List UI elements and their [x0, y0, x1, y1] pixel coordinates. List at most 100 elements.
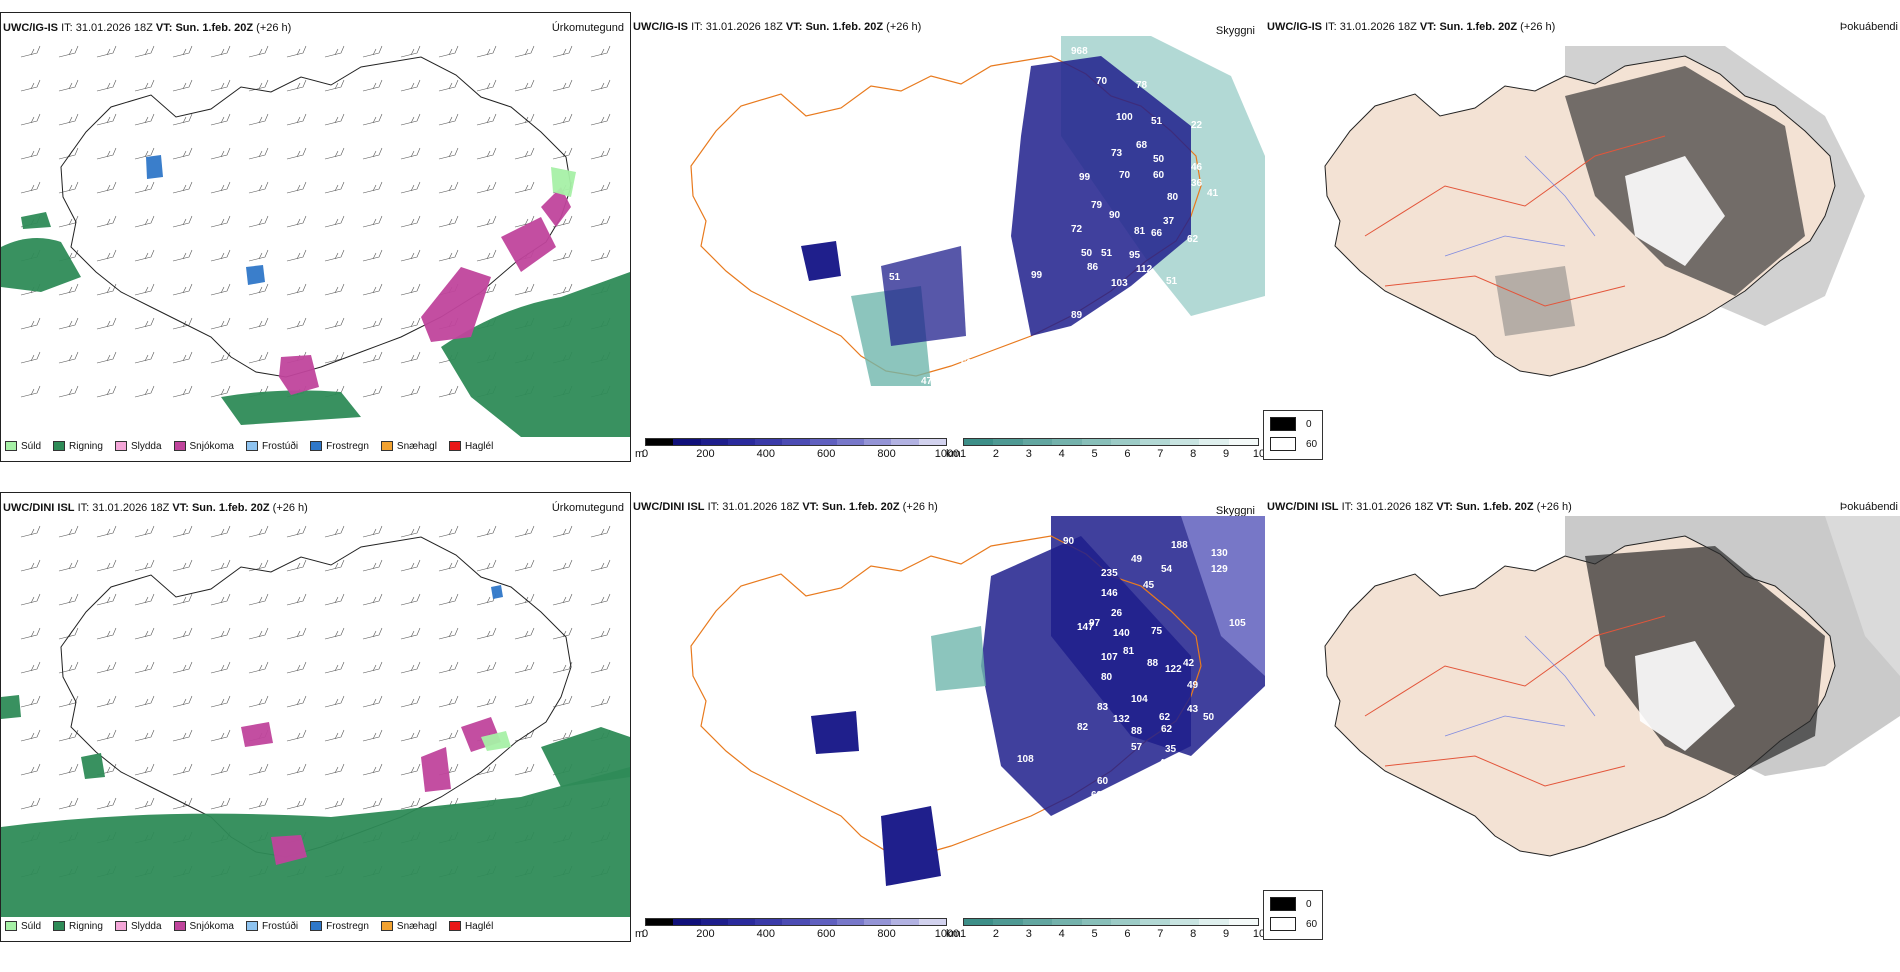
- colorbar-tick-label: 600: [817, 448, 836, 460]
- wind-barb: [476, 763, 497, 776]
- panel-header: UWC/DINI ISL IT: 31.01.2026 18Z VT: Sun.…: [1267, 500, 1898, 514]
- wind-barb: [590, 147, 611, 160]
- wind-barb: [172, 695, 193, 708]
- wind-barb: [514, 45, 535, 58]
- wind-barb: [362, 147, 383, 160]
- iceland-outline: [60, 536, 572, 858]
- fog-index-map: [1324, 46, 1865, 377]
- wind-barb: [58, 45, 79, 58]
- wind-barb: [20, 763, 41, 776]
- visibility-value-label: 51: [1151, 116, 1163, 127]
- colorbar-tick-label: 5: [1091, 448, 1098, 460]
- wind-barb: [362, 525, 383, 538]
- wind-barb: [286, 181, 307, 194]
- colorbar-tick-label: 7: [1157, 448, 1164, 460]
- wind-barb: [552, 729, 573, 742]
- wind-barb: [210, 661, 231, 674]
- km-unit: km: [946, 928, 961, 940]
- wind-barb: [134, 797, 155, 810]
- colorbar-segment: [1111, 439, 1141, 445]
- lead-time: (+26 h): [1520, 21, 1556, 33]
- legend-label: Haglél: [464, 920, 494, 932]
- visibility-value-label: 57: [1151, 294, 1163, 305]
- wind-barb: [400, 79, 421, 92]
- wind-barb: [400, 627, 421, 640]
- wind-barb: [96, 525, 117, 538]
- wind-barb: [362, 797, 383, 810]
- visibility-value-label: 88: [1147, 658, 1159, 669]
- visibility-value-label: 68: [1136, 140, 1148, 151]
- wind-barb: [400, 215, 421, 228]
- wind-barb: [362, 661, 383, 674]
- wind-barb: [248, 317, 269, 330]
- vt-label: VT:: [1436, 501, 1453, 513]
- visibility-value-label: 108: [901, 750, 918, 761]
- visibility-km-ticks: 1 2 3 4 5 6 7 8 9 10: [960, 928, 1265, 942]
- visibility-value-label: 56: [871, 254, 883, 265]
- legend-label: Frostregn: [326, 920, 369, 932]
- wind-barb: [248, 249, 269, 262]
- wind-barb: [362, 385, 383, 398]
- wind-barb: [20, 797, 41, 810]
- wind-barb: [96, 627, 117, 640]
- colorbar-segment: [809, 439, 837, 445]
- colorbar-segment: [646, 439, 674, 445]
- wind-barb: [590, 559, 611, 572]
- wind-barb: [286, 729, 307, 742]
- precip-legend-item: Rigning: [53, 441, 103, 452]
- wind-barb: [96, 181, 117, 194]
- wind-barb: [58, 385, 79, 398]
- wind-barb: [248, 351, 269, 364]
- fog-legend-label: 60: [1306, 438, 1318, 450]
- wind-barb: [286, 79, 307, 92]
- wind-barb: [248, 797, 269, 810]
- legend-label: Slydda: [130, 440, 162, 452]
- visibility-value-label: 112: [1136, 264, 1153, 275]
- colorbar-segment: [964, 439, 994, 445]
- wind-barb: [362, 181, 383, 194]
- precip-legend-item: Snjókoma: [173, 921, 234, 932]
- fog-index-panel: UWC/DINI ISL IT: 31.01.2026 18Z VT: Sun.…: [1265, 492, 1900, 954]
- wind-barb: [476, 181, 497, 194]
- colorbar-segment: [1022, 439, 1053, 445]
- vt-label: VT:: [785, 21, 803, 33]
- wind-barb: [400, 525, 421, 538]
- wind-barb: [476, 661, 497, 674]
- wind-barb: [20, 45, 41, 58]
- wind-barb: [514, 627, 535, 640]
- colorbar-segment: [1081, 919, 1112, 925]
- wind-barb: [324, 593, 345, 606]
- wind-barb: [552, 283, 573, 296]
- visibility-value-label: 147: [1077, 622, 1094, 633]
- panel-type-label: Þokuábendi: [1839, 21, 1898, 33]
- precip-legend-item: Snjókoma: [173, 441, 234, 452]
- wind-barb: [210, 181, 231, 194]
- wind-barb: [96, 661, 117, 674]
- wind-barb: [286, 317, 307, 330]
- colorbar-tick-label: 600: [817, 928, 836, 940]
- visibility-value-label: 99: [1031, 270, 1043, 281]
- visibility-value-label: 72: [1101, 308, 1113, 319]
- fog-legend-item-1: 60: [1270, 437, 1317, 451]
- forecast-row-dini-isl: UWC/DINI ISL IT: 31.01.2026 18Z VT: Sun.…: [0, 492, 1900, 972]
- it-label: IT:: [61, 22, 73, 34]
- fog-index-legend: 0 60: [1263, 410, 1323, 460]
- wind-barb: [248, 113, 269, 126]
- wind-barb: [20, 525, 41, 538]
- wind-barb: [400, 249, 421, 262]
- legend-swatch: [5, 441, 17, 451]
- wind-barb: [400, 283, 421, 296]
- wind-barb: [362, 763, 383, 776]
- wind-barb: [58, 215, 79, 228]
- wind-barb: [248, 79, 269, 92]
- wind-barb: [552, 559, 573, 572]
- wind-barb: [552, 627, 573, 640]
- drizzle-areas: [551, 167, 576, 197]
- wind-barb: [400, 351, 421, 364]
- wind-barb: [514, 79, 535, 92]
- wind-barb: [476, 79, 497, 92]
- visibility-value-label: 107: [1101, 652, 1118, 663]
- colorbar-segment: [918, 439, 946, 445]
- legend-swatch: [448, 441, 461, 451]
- wind-barb: [590, 215, 611, 228]
